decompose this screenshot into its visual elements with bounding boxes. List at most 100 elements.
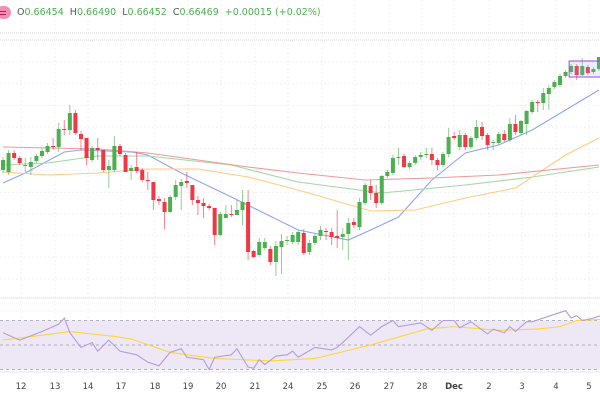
candle-body — [123, 155, 128, 172]
candle-body — [435, 160, 440, 165]
candle — [151, 182, 156, 210]
moving-average-line — [2, 146, 600, 181]
candle-body — [129, 168, 134, 171]
candle — [463, 133, 468, 150]
candle — [51, 138, 56, 150]
candle-body — [162, 202, 167, 212]
x-tick-label: 3 — [519, 382, 525, 392]
candle — [101, 150, 106, 172]
candle — [145, 172, 150, 190]
candle-body — [190, 185, 195, 200]
candle — [457, 130, 462, 150]
candle-body — [535, 102, 540, 103]
candle — [396, 148, 401, 165]
candle — [90, 146, 95, 162]
candle-body — [340, 234, 345, 237]
candle-body — [491, 142, 496, 143]
candle — [268, 246, 273, 265]
candle — [363, 183, 368, 205]
candle-body — [73, 113, 78, 133]
candle-body — [546, 88, 551, 94]
candle-body — [229, 214, 234, 215]
candle-body — [145, 180, 150, 181]
candle-body — [541, 93, 546, 103]
symbol-badge-icon[interactable] — [0, 5, 11, 19]
candle — [535, 100, 540, 112]
candle — [429, 148, 434, 165]
candle — [563, 70, 568, 78]
candle — [273, 241, 278, 276]
candle — [117, 144, 122, 156]
candle — [285, 236, 290, 245]
candle-body — [591, 69, 596, 72]
candle — [491, 140, 496, 150]
candle-body — [407, 163, 412, 167]
candle-body — [463, 135, 468, 147]
candle-body — [379, 176, 384, 203]
x-tick-label: 19 — [182, 382, 194, 392]
candle-body — [240, 202, 245, 210]
candle — [67, 105, 72, 135]
candle — [324, 228, 329, 240]
candle-body — [17, 158, 22, 163]
candle-body — [84, 138, 89, 158]
candle-body — [212, 208, 217, 235]
candle-body — [34, 156, 39, 161]
candle-body — [45, 146, 50, 152]
candle — [496, 132, 501, 145]
candle-body — [90, 148, 95, 160]
candle-body — [1, 160, 5, 170]
candle-body — [513, 124, 518, 132]
high-value: 0.66490 — [76, 6, 117, 18]
candle-body — [530, 102, 535, 112]
candle — [546, 85, 551, 110]
open-label: O — [17, 6, 25, 18]
candle — [95, 138, 100, 160]
candle-body — [201, 203, 206, 206]
candle — [290, 232, 295, 244]
candle-body — [257, 242, 262, 255]
candle — [552, 80, 557, 89]
candle-body — [67, 113, 72, 130]
candle-body — [324, 231, 329, 232]
candle — [62, 120, 67, 135]
candle-body — [429, 154, 434, 160]
candle-body — [268, 249, 273, 262]
x-tick-label: 26 — [349, 382, 361, 392]
candle — [340, 228, 345, 250]
candle-body — [173, 185, 178, 197]
candle-body — [585, 67, 590, 73]
candle — [106, 160, 111, 188]
x-tick-label: 18 — [149, 382, 161, 392]
candle-body — [480, 127, 485, 136]
x-tick-label: 21 — [249, 382, 261, 392]
candle-body — [507, 124, 512, 140]
candle-body — [569, 66, 574, 72]
x-tick-label: 17 — [115, 382, 127, 392]
candle-body — [563, 72, 568, 76]
range-box — [568, 60, 600, 78]
candle-body — [106, 166, 111, 170]
candle-body — [28, 162, 33, 167]
candle — [480, 122, 485, 140]
candle — [524, 110, 529, 135]
low-label: L — [122, 6, 128, 18]
candle — [485, 133, 490, 150]
candle — [179, 179, 184, 210]
x-tick-label: 20 — [215, 382, 227, 392]
candle — [12, 150, 17, 160]
candle — [6, 150, 11, 175]
candle — [385, 170, 390, 178]
candle-body — [374, 193, 379, 203]
candle-body — [195, 200, 200, 203]
candle — [569, 64, 574, 74]
candle — [240, 190, 245, 225]
candle — [346, 218, 351, 260]
candle-body — [179, 182, 184, 186]
candle-body — [446, 137, 451, 154]
x-tick-label: 14 — [82, 382, 94, 392]
candle — [591, 67, 596, 74]
candle-body — [496, 134, 501, 143]
x-tick-label: 4 — [553, 382, 559, 392]
